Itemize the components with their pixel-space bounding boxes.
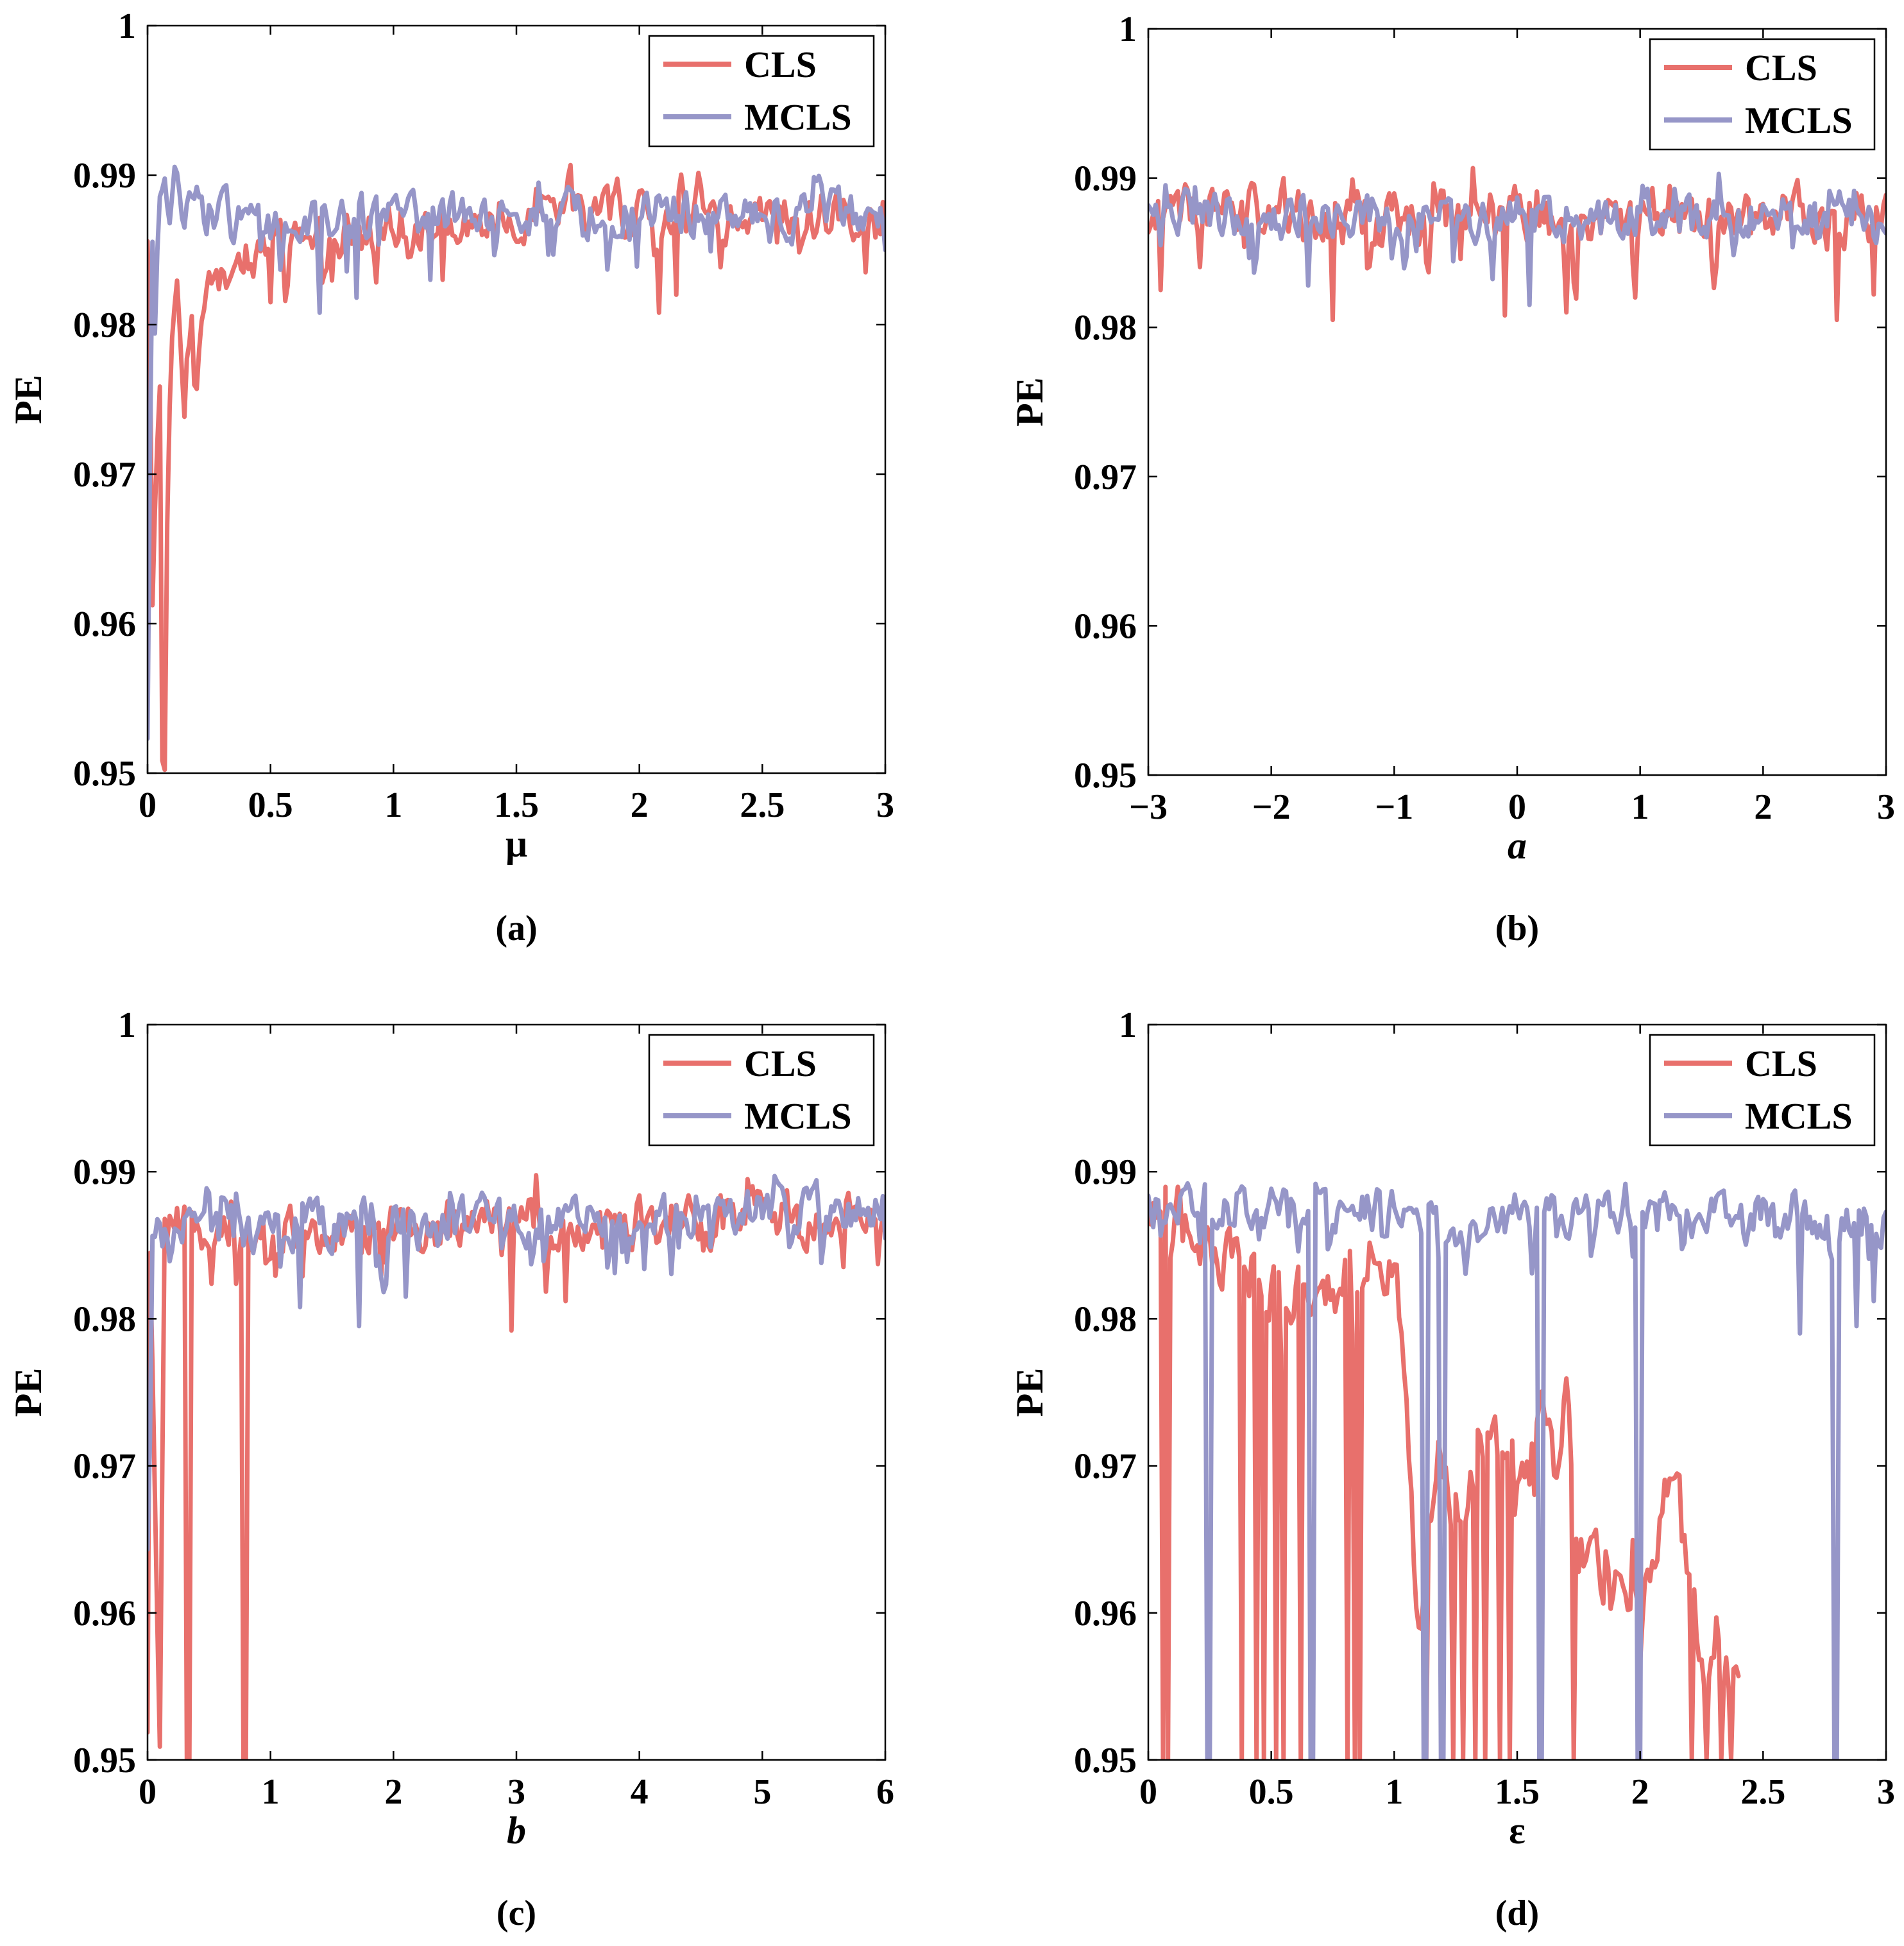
x-tick-label: 0 — [1508, 787, 1526, 827]
y-tick-label: 0.96 — [1074, 1594, 1137, 1634]
y-tick-label: 0.96 — [73, 604, 136, 644]
y-tick-label: 0.97 — [73, 455, 136, 495]
y-tick-label: 0.96 — [73, 1594, 136, 1634]
y-tick-label: 0.99 — [1074, 159, 1137, 199]
plot-area — [1148, 1025, 1886, 1760]
legend-box — [1649, 1034, 1876, 1147]
y-tick-label: 0.95 — [73, 1741, 136, 1780]
series-line-mcls — [1148, 171, 1886, 307]
x-tick-label: 0 — [1139, 1772, 1157, 1812]
y-tick-label: 0.98 — [1074, 308, 1137, 348]
x-tick-label: 2 — [1631, 1772, 1649, 1812]
x-tick-label: 3 — [876, 785, 894, 825]
x-tick-label: 0 — [139, 785, 157, 825]
plot-area — [148, 26, 885, 773]
y-tick-label: 1 — [1119, 10, 1137, 49]
legend-label-mcls: MCLS — [744, 96, 852, 138]
x-axis-label: μ — [506, 823, 527, 865]
x-tick-label: 3 — [1877, 1772, 1895, 1812]
panel-caption: (b) — [1495, 909, 1539, 948]
x-tick-label: 1 — [384, 785, 402, 825]
legend-label-mcls: MCLS — [744, 1095, 852, 1137]
legend-label-cls: CLS — [744, 1043, 817, 1084]
legend: CLS MCLS — [648, 1034, 875, 1147]
chart-panel-2: −3 −2 −1 0 1 2 3 0.95 0.96 0.97 0.98 0.99 1 a PE (b) CLS… — [1008, 10, 1895, 948]
x-axis-label: b — [507, 1809, 526, 1852]
chart-panel-1: 0 0.5 1 1.5 2 2.5 3 0.95 0.96 0.97 0.98 0.99 1 μ PE (a)… — [7, 6, 894, 948]
x-tick-label: 6 — [876, 1772, 894, 1812]
x-tick-label: 5 — [753, 1772, 771, 1812]
x-tick-label: 3 — [1877, 787, 1895, 827]
chart-panel-4: 0 0.5 1 1.5 2 2.5 3 0.95 0.96 0.97 0.98 0.99 1 ε PE (d)… — [1008, 1005, 1895, 1933]
legend-label-cls: CLS — [1745, 47, 1817, 89]
y-tick-label: 1 — [118, 6, 136, 46]
x-tick-label: 4 — [631, 1772, 649, 1812]
series-line-cls — [148, 162, 885, 772]
y-tick-label: 0.95 — [1074, 756, 1137, 796]
x-tick-label: 2 — [1754, 787, 1772, 827]
panel-caption: (a) — [495, 909, 537, 948]
x-tick-label: 1.5 — [494, 785, 539, 825]
x-tick-label: 1 — [1631, 787, 1649, 827]
x-tick-label: 2.5 — [1740, 1772, 1785, 1812]
x-axis-label: ε — [1509, 1809, 1526, 1852]
legend-box — [1649, 38, 1876, 151]
legend: CLS MCLS — [648, 35, 875, 148]
y-tick-label: 0.97 — [1074, 1447, 1137, 1487]
x-axis-label: a — [1508, 824, 1527, 867]
chart-panel-3: 0 1 2 3 4 5 6 0.95 0.96 0.97 0.98 0.99 1 b PE (c) CLS MCL… — [7, 1005, 894, 1933]
series-line-mcls — [148, 164, 885, 741]
legend: CLS MCLS — [1649, 38, 1876, 151]
x-tick-label: 0.5 — [1249, 1772, 1294, 1812]
x-tick-label: 2.5 — [740, 785, 785, 825]
y-tick-label: 0.98 — [73, 305, 136, 345]
y-tick-label: 0.97 — [73, 1447, 136, 1487]
series-line-mcls — [1148, 1181, 1886, 1760]
y-tick-label: 0.99 — [1074, 1152, 1137, 1192]
y-axis-label: PE — [7, 1368, 49, 1417]
y-axis-label: PE — [1008, 1368, 1051, 1417]
legend-label-cls: CLS — [1745, 1043, 1817, 1084]
series-line-mcls — [148, 1174, 885, 1552]
panel-caption: (c) — [497, 1893, 536, 1933]
legend-label-cls: CLS — [744, 44, 817, 85]
x-tick-label: 1 — [1385, 1772, 1403, 1812]
panel-caption: (d) — [1495, 1893, 1539, 1933]
legend-box — [648, 35, 875, 148]
x-tick-label: −2 — [1252, 787, 1291, 827]
y-tick-label: 1 — [118, 1005, 136, 1045]
legend-box — [648, 1034, 875, 1147]
y-tick-label: 0.98 — [1074, 1299, 1137, 1339]
y-tick-label: 0.95 — [1074, 1741, 1137, 1780]
y-tick-label: 0.99 — [73, 156, 136, 196]
x-tick-label: 3 — [507, 1772, 525, 1812]
y-tick-label: 0.95 — [73, 754, 136, 794]
x-tick-label: 0.5 — [248, 785, 293, 825]
y-axis-label: PE — [7, 375, 49, 424]
x-tick-label: −3 — [1129, 787, 1168, 827]
y-tick-label: 0.97 — [1074, 457, 1137, 497]
x-tick-label: 2 — [384, 1772, 402, 1812]
x-tick-label: 1.5 — [1495, 1772, 1540, 1812]
y-axis-label: PE — [1008, 377, 1051, 427]
y-tick-label: 0.99 — [73, 1152, 136, 1192]
x-tick-label: 1 — [262, 1772, 280, 1812]
legend-label-mcls: MCLS — [1745, 1095, 1853, 1137]
y-tick-label: 1 — [1119, 1005, 1137, 1045]
legend: CLS MCLS — [1649, 1034, 1876, 1147]
plot-area — [1148, 29, 1886, 775]
y-tick-label: 0.96 — [1074, 606, 1137, 646]
x-tick-label: 2 — [631, 785, 649, 825]
x-tick-label: 0 — [139, 1772, 157, 1812]
plot-area — [148, 1025, 885, 1760]
x-tick-label: −1 — [1375, 787, 1413, 827]
legend-label-mcls: MCLS — [1745, 99, 1853, 141]
y-tick-label: 0.98 — [73, 1299, 136, 1339]
